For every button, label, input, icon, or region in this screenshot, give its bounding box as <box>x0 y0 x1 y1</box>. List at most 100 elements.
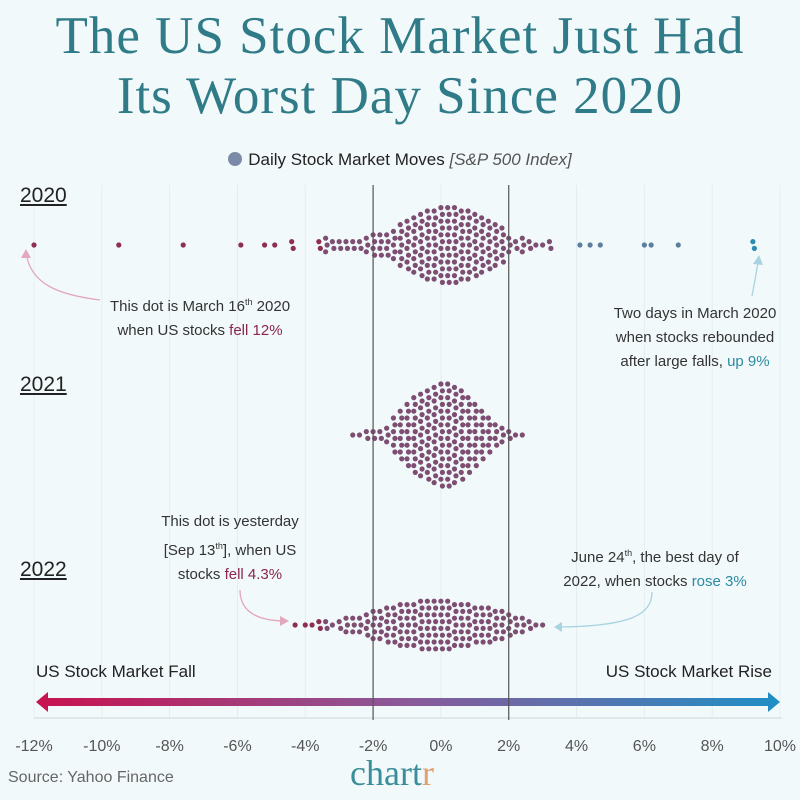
dot-2020 <box>487 239 493 245</box>
dot-2021 <box>412 442 418 448</box>
dot-2020 <box>390 242 397 248</box>
dot-2020 <box>485 218 491 224</box>
dot-2020 <box>419 245 425 251</box>
dot-2021 <box>424 415 430 421</box>
dot-2021 <box>433 459 439 465</box>
dot-2021 <box>404 442 410 448</box>
dot-2020 <box>433 269 439 275</box>
dot-2020 <box>445 205 451 211</box>
dot-2020 <box>433 215 439 221</box>
dot-2022 <box>302 622 308 628</box>
dot-2021 <box>426 476 432 482</box>
title-line-2: Its Worst Day Since 2020 <box>116 67 684 125</box>
dot-2022 <box>485 605 491 611</box>
dot-2021 <box>431 466 437 472</box>
dot-2020 <box>439 239 446 245</box>
x-tick-label: 2% <box>497 738 521 755</box>
dot-2022 <box>324 625 330 632</box>
dot-2020 <box>465 222 471 228</box>
dot-2020 <box>548 245 554 251</box>
dot-2021 <box>417 418 424 424</box>
dot-2021 <box>417 391 424 397</box>
dot-2022 <box>446 619 452 625</box>
dot-2020 <box>438 232 444 238</box>
dot-2021 <box>412 469 418 475</box>
dot-2021 <box>453 418 459 424</box>
dot-2020 <box>546 239 553 245</box>
dot-2021 <box>438 476 444 482</box>
dot-2021 <box>433 432 439 438</box>
dot-2020 <box>472 225 478 231</box>
dot-2022 <box>465 615 471 621</box>
dot-2021 <box>451 412 458 418</box>
annotation-rebound: Two days in March 2020 when stocks rebou… <box>613 305 777 370</box>
dot-2021 <box>472 442 478 448</box>
dot-2021 <box>445 395 451 401</box>
dot-2020 <box>405 252 412 258</box>
dot-2021 <box>458 456 464 462</box>
dot-2021 <box>472 429 478 435</box>
dot-2020 <box>431 276 437 282</box>
dot-2021 <box>473 422 479 428</box>
dot-2022 <box>385 612 391 618</box>
dot-2021 <box>411 435 417 441</box>
dot-2022 <box>412 636 418 642</box>
dot-2022 <box>460 622 466 628</box>
dot-2020 <box>458 222 464 228</box>
dot-2021 <box>446 442 452 448</box>
dot-2022 <box>431 639 437 645</box>
dot-2020 <box>350 239 356 245</box>
dot-2022 <box>417 625 424 632</box>
dot-2020 <box>460 215 466 221</box>
dot-2020 <box>433 256 439 262</box>
dot-2020 <box>519 249 525 255</box>
dot-2021 <box>446 429 452 435</box>
dot-2021 <box>404 415 410 421</box>
dot-2020 <box>404 245 410 251</box>
dot-2020 <box>445 259 451 265</box>
dot-2020 <box>412 235 418 241</box>
dot-2022 <box>472 619 478 625</box>
dot-2020 <box>473 218 479 224</box>
dot-2022 <box>512 615 519 621</box>
dot-2022 <box>451 642 458 649</box>
dot-2020 <box>329 239 335 245</box>
dot-2020 <box>351 245 357 251</box>
dot-2020 <box>451 218 458 224</box>
dot-2021 <box>431 398 437 404</box>
dot-2020 <box>521 242 527 248</box>
dot-2021 <box>446 388 452 394</box>
dot-2021 <box>426 395 432 401</box>
dot-2022 <box>385 625 391 632</box>
dot-2020 <box>365 242 371 248</box>
dot-2021 <box>458 469 464 475</box>
dot-2020 <box>451 259 458 265</box>
dot-2022 <box>363 625 369 632</box>
x-tick-label: -10% <box>83 738 121 755</box>
dot-2021 <box>479 435 485 441</box>
dot-2021 <box>424 401 430 407</box>
dot-2021 <box>392 449 398 455</box>
x-tick-label: 6% <box>632 738 656 755</box>
dot-2021 <box>446 469 452 475</box>
legend-sublabel: [S&P 500 Index] <box>449 150 572 169</box>
dot-2022 <box>526 619 532 625</box>
dot-2021 <box>431 480 437 486</box>
chartr-logo: chartr <box>350 753 434 793</box>
dot-2021 <box>412 456 418 462</box>
dot-2021 <box>411 449 417 455</box>
dot-2021 <box>460 408 466 414</box>
dot-2020 <box>431 208 437 214</box>
dot-2020 <box>453 211 459 217</box>
dot-2022 <box>392 639 398 645</box>
dot-2021 <box>487 422 493 428</box>
dot-2022 <box>519 615 525 621</box>
dot-2022 <box>412 608 418 615</box>
direction-arrow <box>36 692 780 712</box>
dot-2020 <box>458 235 464 241</box>
dot-2020 <box>500 259 507 265</box>
dot-2021 <box>404 401 410 407</box>
dot-2020 <box>499 225 505 231</box>
dot-2020 <box>540 242 546 248</box>
dot-2020 <box>439 266 446 272</box>
